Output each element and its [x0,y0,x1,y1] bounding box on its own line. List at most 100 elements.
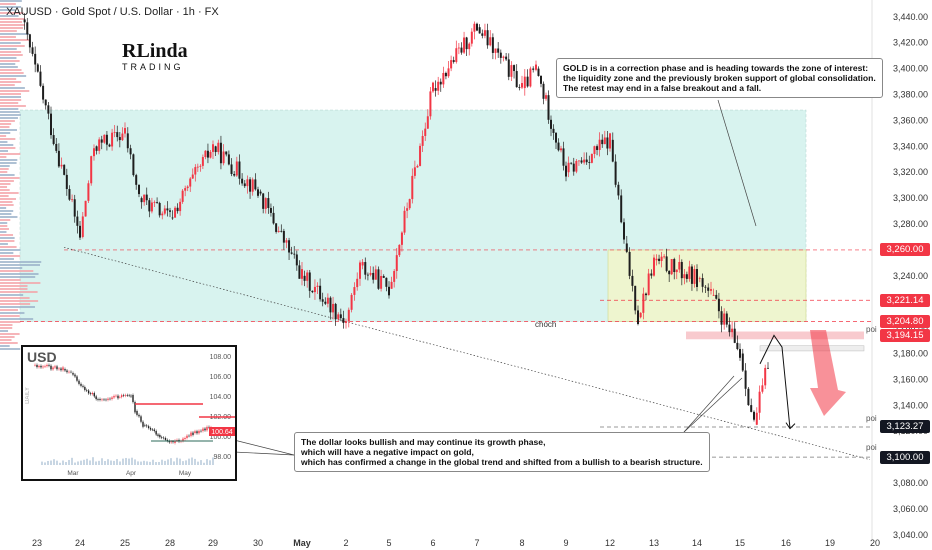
inset-candle-body [196,431,198,434]
candle-body [668,270,671,275]
candle-body [293,253,296,255]
inset-volume-bar [161,459,163,465]
candle-body [675,269,678,273]
candle-body [393,271,396,282]
candle-body [194,167,197,175]
candle-body [623,222,625,240]
time-tick-label: 19 [825,538,835,548]
volume-profile-bar [0,216,18,218]
candle-body [68,189,71,200]
volume-profile-bar [0,228,9,230]
candle-body [259,191,262,194]
price-tick-label: 3,060.00 [893,504,928,514]
usd-annotation-line: which will have a negative impact on gol… [301,447,474,457]
volume-profile-bar [0,156,7,158]
inset-candle-body [86,390,88,391]
inset-candle-body [105,399,107,401]
inset-candle-body [36,364,38,368]
candle-body [233,173,236,176]
volume-profile-bar [0,207,7,209]
candle-body [717,298,720,312]
candle-body [481,33,484,36]
inset-volume-bar [74,462,76,465]
candle-body [301,269,303,279]
candle-body [169,210,171,212]
inset-volume-bar [191,457,193,465]
candle-body [28,34,31,48]
candle-body [377,269,380,289]
candle-body [225,151,228,155]
volume-profile-bar [0,30,17,32]
inset-volume-bar [203,462,205,465]
inset-volume-bar [41,461,43,465]
inset-candle-body [115,395,117,397]
candle-body [326,297,329,304]
volume-profile-bar [0,249,21,251]
time-tick-label: May [293,538,311,548]
inset-candle-body [130,395,132,397]
candle-body [601,139,604,145]
candle-body [710,289,712,291]
volume-profile-bar [0,9,16,11]
candle-body [744,370,747,389]
volume-profile-bar [0,219,11,221]
candle-body [249,179,252,192]
volume-profile-bar [0,258,14,260]
candle-body [593,146,596,154]
candle-body [339,314,342,319]
inset-candle-body [161,437,163,438]
volume-profile-bar [0,90,30,92]
inset-candle-body [172,441,174,443]
volume-profile-bar [0,138,16,140]
volume-profile-bar [0,264,41,266]
inset-candle-body [162,437,165,439]
candle-body [52,135,55,144]
inset-last-tag [209,427,235,436]
candle-body [483,30,486,36]
inset-volume-bar [83,459,85,465]
volume-profile-bar [0,141,8,143]
candle-body [489,37,492,46]
candle-body [690,266,693,284]
candle-body [518,87,521,88]
candle-body [395,255,398,272]
volume-profile-bar [0,6,22,8]
inset-candle-body [64,369,66,371]
inset-candle-body [151,429,154,431]
inset-volume-bar [110,460,112,465]
candle-body [617,184,620,196]
candle-body [140,198,143,203]
candle-body [277,230,280,232]
inset-volume-bar [71,457,73,465]
inset-volume-bar [77,461,79,465]
candle-body [73,199,76,217]
inset-candle-body [132,395,134,403]
time-tick-label: 13 [649,538,659,548]
candle-body [93,148,95,157]
volume-profile-bar [0,276,36,278]
inset-candle-body [40,365,42,368]
inset-candle-body [192,432,194,435]
candle-body [87,183,90,201]
price-tick-label: 3,360.00 [893,115,928,125]
candle-body [715,294,718,299]
price-tick-label: 3,300.00 [893,193,928,203]
candle-body [143,194,146,203]
candle-body [499,52,502,58]
candle-body [230,164,233,174]
volume-profile-bar [0,39,30,41]
volume-profile [0,0,42,350]
candle-body [663,256,666,258]
usd-inset-canvas: 108.00106.00104.00102.00100.0098.00MarAp… [34,354,235,477]
candle-body [156,202,159,203]
time-tick-label: 8 [519,538,524,548]
volume-profile-bar [0,144,14,146]
candle-body [206,150,209,158]
candle-body [369,272,372,275]
candle-body [163,208,166,214]
price-tick-label: 3,160.00 [893,374,928,384]
candle-body [184,188,187,191]
candle-body [406,208,409,211]
volume-profile-bar [0,135,7,137]
volume-profile-bar [0,0,22,2]
